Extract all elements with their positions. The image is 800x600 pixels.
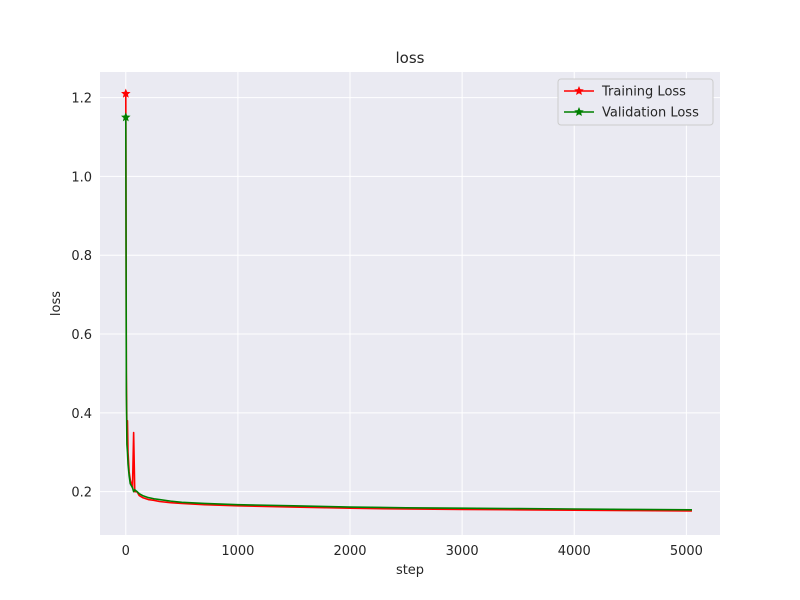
x-tick-label: 1000 (221, 544, 254, 559)
x-tick-label: 2000 (333, 544, 366, 559)
x-tick-label: 0 (122, 544, 130, 559)
series-line-validation-loss (124, 117, 692, 511)
legend-box (557, 78, 714, 126)
legend: Training Loss Validation Loss (557, 78, 714, 126)
series-layer (121, 88, 692, 512)
series-marker (121, 88, 131, 98)
legend-label: Training Loss (601, 85, 686, 100)
series-marker (121, 112, 131, 122)
x-axis-label: step (396, 563, 424, 578)
y-tick-label: 1.0 (71, 170, 92, 185)
legend-label: Validation Loss (602, 106, 699, 121)
y-tick-label: 0.8 (71, 249, 92, 264)
legend-marker (574, 107, 584, 117)
y-tick-label: 0.2 (71, 486, 92, 501)
y-axis-label: loss (49, 291, 64, 316)
y-tick-label: 0.6 (71, 328, 92, 343)
x-tick-label: 4000 (558, 544, 591, 559)
x-tick-label: 3000 (446, 544, 479, 559)
tick-labels: 0 1000 2000 3000 4000 5000 0.2 0.4 0.6 0.8 1.0 1.2 (71, 92, 703, 559)
chart-title: loss (396, 49, 425, 67)
legend-marker (574, 86, 584, 96)
x-tick-label: 5000 (670, 544, 703, 559)
grid (100, 72, 720, 535)
y-tick-label: 0.4 (71, 407, 92, 422)
y-tick-label: 1.2 (71, 92, 92, 107)
plot-area (100, 72, 720, 535)
